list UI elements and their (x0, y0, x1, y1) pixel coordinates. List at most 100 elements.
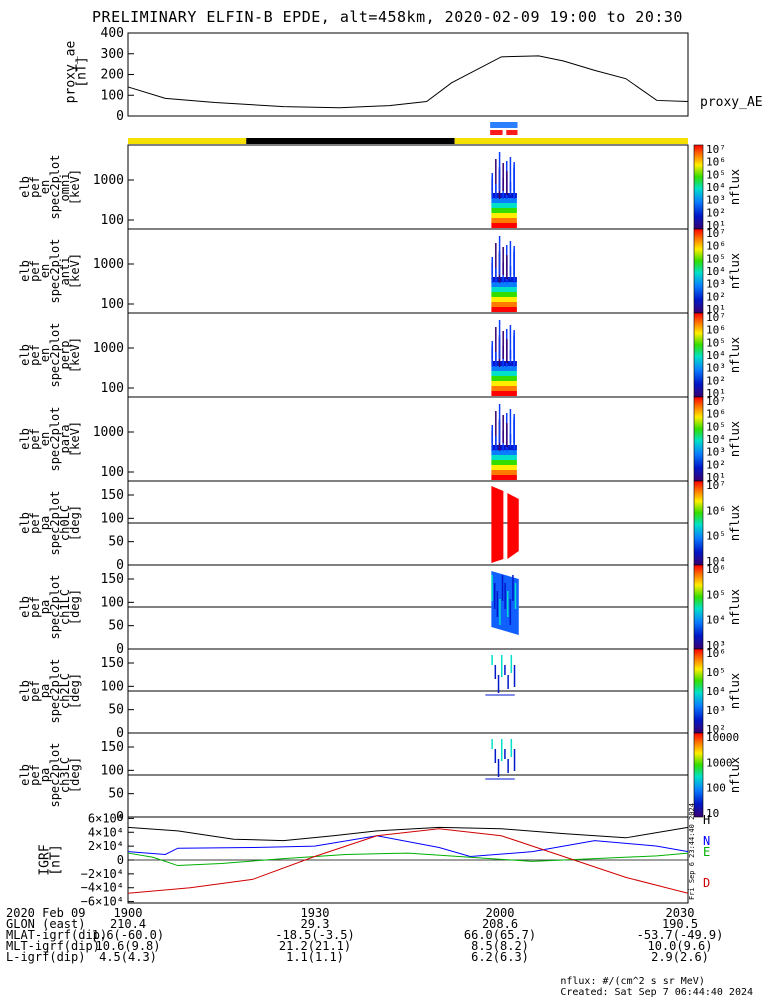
pa-panel-colorbar-tick: 10³ (706, 704, 726, 717)
energy-spectrogram-frame (127, 396, 689, 482)
spectrum-band (491, 361, 517, 366)
pa-ytick-label: 100 (101, 763, 124, 778)
spec-ylabel-line: pef (28, 176, 42, 198)
pitch-angle-streak (504, 665, 506, 675)
pa-panel-colorbar (693, 480, 704, 566)
pa-ytick-label: 150 (101, 740, 124, 755)
pitch-angle-streak (512, 575, 514, 601)
spec-panel-colorbar-unit: nflux (728, 169, 742, 205)
footer-value: 10.0(9.6) (647, 939, 713, 953)
spectrum-streak (495, 411, 497, 447)
igrf-ytick-label: −6×10⁴ (81, 895, 124, 909)
pa-ytick-label: 150 (101, 488, 124, 503)
igrf-legend-E: E (703, 845, 710, 859)
spectrum-band (491, 282, 517, 287)
spectrum-band (491, 386, 517, 391)
proxy-ae-trace (127, 55, 689, 109)
spectrum-streak (509, 434, 512, 447)
spectrum-streak (506, 339, 508, 363)
pitch-angle-streak (496, 591, 499, 617)
spectrum-band (491, 203, 517, 208)
spec-panel-colorbar-unit-line: nflux (728, 253, 742, 289)
created-timestamp: Created: Sat Sep 7 06:44:40 2024 (560, 987, 753, 998)
spec-ytick-label: 1000 (93, 425, 124, 440)
spec-ytick-label: 100 (101, 297, 124, 312)
spectrum-streak (498, 152, 501, 191)
footer-value: 10.6(9.8) (95, 939, 161, 953)
pitch-angle-streak (497, 759, 500, 777)
footer-value: 2030 (665, 906, 695, 920)
spectrum-band (491, 208, 517, 213)
spec-ylabel-line: para (58, 425, 72, 454)
pa-panel-colorbar-unit: nflux (728, 589, 742, 625)
pa-panel-colorbar-tick: 10⁵ (706, 666, 726, 679)
footer-value: 66.0(65.7) (463, 928, 537, 942)
spec-panel-colorbar-tick: 10⁴ (706, 433, 726, 446)
pa-panel-colorbar-unit-line: nflux (728, 673, 742, 709)
proxy-ytick-label: 400 (101, 26, 124, 41)
spectrum-band (491, 470, 517, 475)
spec-ylabel-line: perp (58, 341, 72, 370)
pa-ylabel-line: [deg] (68, 505, 82, 541)
footer-row-label: MLAT-igrf(dip) (6, 928, 108, 942)
footer-value: -53.7(-49.9) (636, 928, 724, 942)
spec-ylabel-line: [keV] (68, 253, 82, 289)
spec-panel-colorbar (693, 144, 704, 230)
spec-panel-colorbar-tick: 10⁶ (706, 408, 726, 421)
spec-ylabel-line: elb (18, 344, 32, 366)
pa-ylabel-line: [deg] (68, 673, 82, 709)
pa-ylabel-line: ch0LC (58, 505, 72, 541)
nflux-units-note: nflux: #/(cm^2 s sr MeV) (560, 976, 705, 987)
spectrum-band (491, 475, 517, 480)
pa-ylabel-line: pef (28, 596, 42, 618)
spec-ytick-label: 100 (101, 381, 124, 396)
spectrum-band (491, 450, 517, 455)
spectrum-band (491, 287, 517, 292)
spectrum-band (491, 366, 517, 371)
igrf-ylabel: IGRF[nT] (38, 844, 64, 875)
spec-panel-colorbar-tick: 10³ (706, 362, 726, 375)
pa-panel-colorbar-tick: 10 (706, 807, 719, 820)
spec-ytick-label: 100 (101, 465, 124, 480)
igrf-legend-D: D (703, 876, 710, 890)
ephemeris-footer: 2020 Feb 09 1900 1930 2000 2030 GLON (east) 21… (0, 906, 775, 1000)
igrf-ytick-label: 6×10⁴ (88, 811, 124, 825)
spectrum-band (491, 198, 517, 203)
pitch-angle-streak (500, 655, 503, 677)
pitch-angle-streak (497, 675, 500, 693)
igrf-legend-N: N (703, 834, 710, 848)
energy-spectrogram-frame (127, 144, 689, 230)
igrf-trace-N (127, 835, 689, 858)
spectrum-streak (495, 184, 497, 199)
pa-ylabel-line: ch2LC (58, 673, 72, 709)
footer-value: 208.6 (481, 917, 519, 931)
spec-panel-colorbar-tick: 10² (706, 374, 726, 387)
footer-value: -18.5(-3.5) (275, 928, 355, 942)
pa-ylabel-line: [deg] (68, 757, 82, 793)
footer-value: 1930 (300, 906, 330, 920)
footer-row-label: MLT-igrf(dip) (6, 939, 100, 953)
pa-ytick-label: 50 (108, 703, 124, 718)
spec-panel-colorbar (693, 228, 704, 314)
sunlight-bar (454, 138, 688, 144)
spectrum-streak (502, 247, 504, 275)
spectrum-band (491, 376, 517, 381)
spectrum-band (491, 277, 517, 282)
spectrum-band (491, 307, 517, 312)
spectrum-band (491, 460, 517, 465)
spec-ylabel-line: en (38, 432, 52, 446)
spec-panel-colorbar-tick: 10⁷ (706, 395, 726, 408)
pitch-angle-streak (504, 749, 506, 759)
footer-row-label: L-igrf(dip) (6, 950, 86, 964)
spectrum-streak (506, 255, 508, 279)
spectrum-streak (498, 404, 501, 443)
spec-ylabel-line: elb (18, 260, 32, 282)
igrf-timestamp: Fri Sep 6 23:44:40 2024 (688, 803, 696, 900)
footer-row-label: 2020 Feb 09 (6, 906, 86, 920)
igrf-ytick-label: −4×10⁴ (81, 881, 124, 895)
